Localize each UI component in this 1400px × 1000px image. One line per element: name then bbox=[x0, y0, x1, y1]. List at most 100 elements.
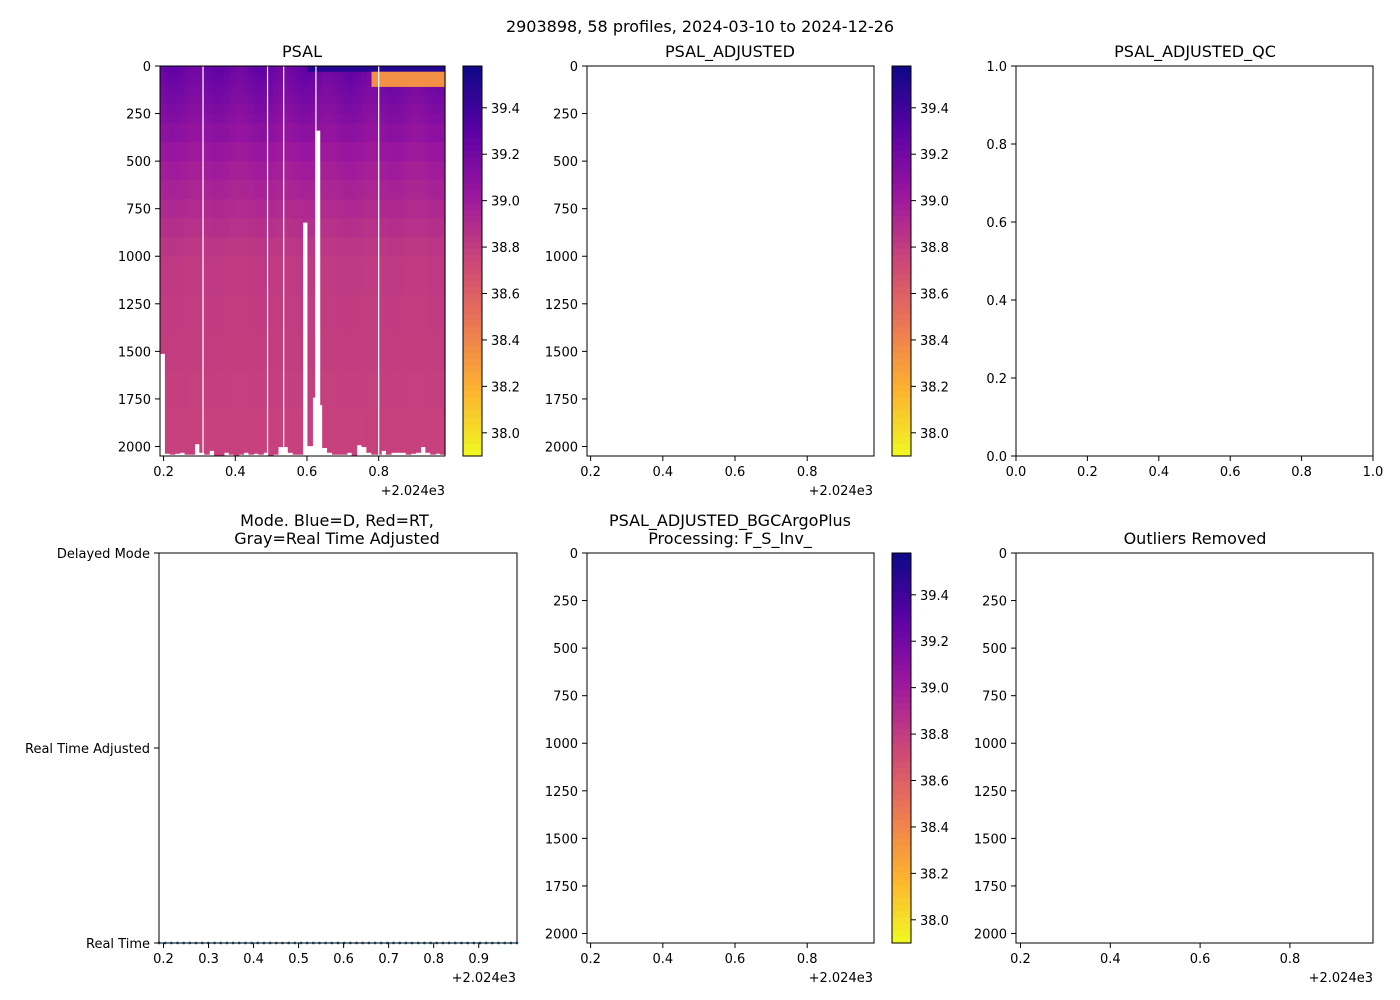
heatmap-cell bbox=[302, 180, 309, 200]
heatmap-cell bbox=[400, 408, 407, 453]
heatmap-cell bbox=[425, 332, 431, 371]
colorbar-frame bbox=[891, 552, 912, 944]
heatmap-cell bbox=[238, 66, 245, 73]
heatmap-cell bbox=[292, 237, 299, 257]
heatmap-cell bbox=[322, 370, 328, 410]
colorbar-segment bbox=[892, 222, 911, 230]
heatmap-cell bbox=[243, 199, 250, 219]
colorbar-segment bbox=[892, 339, 911, 347]
colorbar-segment bbox=[892, 189, 911, 197]
colorbar-segment bbox=[892, 163, 911, 171]
heatmap-cell bbox=[415, 142, 422, 162]
heatmap-cell bbox=[346, 77, 353, 86]
heatmap-cell bbox=[169, 408, 176, 455]
heatmap-cell bbox=[430, 256, 436, 295]
colorbar-segment bbox=[892, 566, 911, 574]
heatmap-cell bbox=[366, 199, 372, 219]
x-tick-label: 0.0 bbox=[1006, 465, 1027, 480]
heatmap-cell bbox=[312, 161, 318, 181]
heatmap-cell bbox=[331, 294, 338, 333]
heatmap-cell bbox=[273, 237, 279, 257]
heatmap-cell bbox=[238, 113, 245, 124]
heatmap-cell bbox=[273, 370, 279, 410]
heatmap-cell bbox=[218, 294, 225, 333]
heatmap-cell bbox=[322, 85, 328, 96]
axes-frame bbox=[159, 65, 446, 457]
heatmap-cell bbox=[415, 104, 422, 115]
heatmap-cell bbox=[371, 161, 377, 181]
colorbar-segment bbox=[892, 592, 911, 600]
heatmap-cell bbox=[341, 370, 348, 410]
heatmap-cell bbox=[194, 113, 200, 124]
y-tick-label: 1000 bbox=[974, 737, 1007, 752]
heatmap-cell bbox=[243, 113, 250, 124]
heatmap-cell bbox=[204, 85, 210, 96]
x-tick-label: 0.2 bbox=[1077, 465, 1098, 480]
heatmap-cell bbox=[366, 94, 372, 105]
heatmap-cell bbox=[179, 66, 186, 73]
heatmap-cell bbox=[277, 218, 284, 238]
x-tick-label: 0.6 bbox=[1220, 465, 1241, 480]
heatmap-cell bbox=[395, 104, 402, 115]
colorbar-segment bbox=[892, 780, 911, 788]
y-tick-label: 1750 bbox=[545, 880, 578, 895]
heatmap-cell bbox=[351, 71, 358, 79]
heatmap-cell bbox=[292, 142, 299, 162]
heatmap-cell bbox=[160, 199, 166, 219]
heatmap-cell bbox=[184, 180, 191, 200]
heatmap-cell bbox=[263, 180, 269, 200]
heatmap-cell bbox=[287, 161, 294, 181]
heatmap-cell bbox=[282, 94, 289, 105]
heatmap-cell bbox=[253, 237, 259, 257]
heatmap-cell bbox=[179, 237, 186, 257]
heatmap-cell bbox=[228, 237, 235, 257]
colorbar-segment bbox=[463, 397, 482, 405]
heatmap-cell bbox=[430, 237, 436, 257]
colorbar-tick-label: 38.4 bbox=[491, 334, 520, 349]
heatmap-cell bbox=[292, 161, 299, 181]
profile-gap bbox=[266, 66, 269, 456]
heatmap-cell bbox=[179, 180, 186, 200]
colorbar-segment bbox=[463, 378, 482, 386]
colorbar-segment bbox=[463, 209, 482, 217]
heatmap-cell bbox=[248, 142, 254, 162]
colorbar-segment bbox=[892, 553, 911, 561]
heatmap-cell bbox=[169, 370, 176, 410]
heatmap-cell bbox=[302, 71, 309, 79]
heatmap-cell bbox=[287, 332, 294, 371]
heatmap-cell bbox=[189, 218, 195, 238]
heatmap-cell bbox=[218, 113, 225, 124]
colorbar-segment bbox=[892, 137, 911, 145]
heatmap-cell bbox=[356, 294, 363, 333]
y-tick-label: 2000 bbox=[974, 927, 1007, 942]
heatmap-cell bbox=[435, 256, 441, 295]
heatmap-cell bbox=[282, 370, 289, 410]
y-tick-label: 1000 bbox=[545, 250, 578, 265]
heatmap-cell bbox=[312, 370, 318, 398]
colorbar-segment bbox=[892, 715, 911, 723]
heatmap-cell bbox=[273, 71, 279, 79]
y-tick-label: 0 bbox=[570, 547, 578, 562]
heatmap-cell bbox=[258, 71, 264, 79]
heatmap-cell bbox=[297, 113, 304, 124]
heatmap-cell bbox=[194, 237, 200, 257]
colorbar-segment bbox=[463, 222, 482, 230]
heatmap-cell bbox=[400, 237, 407, 257]
heatmap-cell bbox=[440, 104, 446, 115]
heatmap-cell bbox=[322, 180, 328, 200]
heatmap-cell bbox=[204, 294, 210, 333]
x-tick-label: 0.4 bbox=[243, 952, 264, 967]
heatmap-cell bbox=[351, 161, 358, 181]
heatmap-cell bbox=[297, 199, 304, 219]
y-tick-label: 750 bbox=[982, 690, 1007, 705]
y-tick-label: 1500 bbox=[545, 345, 578, 360]
heatmap-cell bbox=[307, 180, 313, 200]
heatmap-cell bbox=[174, 85, 181, 96]
heatmap-cell bbox=[209, 71, 215, 79]
heatmap-cell bbox=[336, 71, 343, 79]
heatmap-cell bbox=[307, 161, 313, 181]
heatmap-cell bbox=[160, 66, 166, 73]
heatmap-cell bbox=[214, 408, 220, 456]
x-tick-label: 0.2 bbox=[153, 952, 174, 967]
heatmap-cell bbox=[174, 408, 181, 454]
